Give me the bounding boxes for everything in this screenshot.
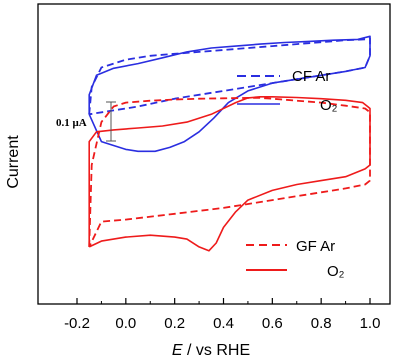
x-tick-label: 0.0 xyxy=(115,315,136,332)
legend-cf-o2-label: O₂ xyxy=(320,97,338,114)
legend-cf: CF Ar O₂ xyxy=(237,68,338,114)
legend-gf: GF Ar O₂ xyxy=(246,238,345,280)
legend-cf-ar-label: CF Ar xyxy=(292,68,330,85)
x-ticks-group: -0.2 0.0 0.2 0.4 0.6 0.8 1.0 xyxy=(64,298,380,332)
x-tick-label: 0.2 xyxy=(164,315,185,332)
x-tick-label: 1.0 xyxy=(360,315,381,332)
x-tick-label: 0.4 xyxy=(213,315,234,332)
plot-frame-group xyxy=(37,3,391,305)
y-axis-title: Current xyxy=(5,135,22,189)
x-axis-title-italic: E xyxy=(172,342,183,359)
series-group xyxy=(88,35,371,252)
series-cf-o2-line xyxy=(88,35,371,153)
plot-frame xyxy=(37,3,391,305)
legend-gf-ar-label: GF Ar xyxy=(296,238,335,255)
legend-gf-o2-label: O₂ xyxy=(327,263,345,280)
x-tick-label: -0.2 xyxy=(64,315,90,332)
x-axis-title-rest: / vs RHE xyxy=(183,342,251,359)
series-gf-o2-line xyxy=(88,96,371,252)
scale-bar: 0.1 μA xyxy=(56,101,116,142)
scale-bar-label: 0.1 μA xyxy=(56,117,87,129)
x-tick-label: 0.6 xyxy=(262,315,283,332)
series-gf-ar-line xyxy=(88,97,371,248)
x-axis-title: E / vs RHE xyxy=(172,342,250,359)
x-tick-label: 0.8 xyxy=(311,315,332,332)
series-cf-ar-line xyxy=(88,37,371,116)
